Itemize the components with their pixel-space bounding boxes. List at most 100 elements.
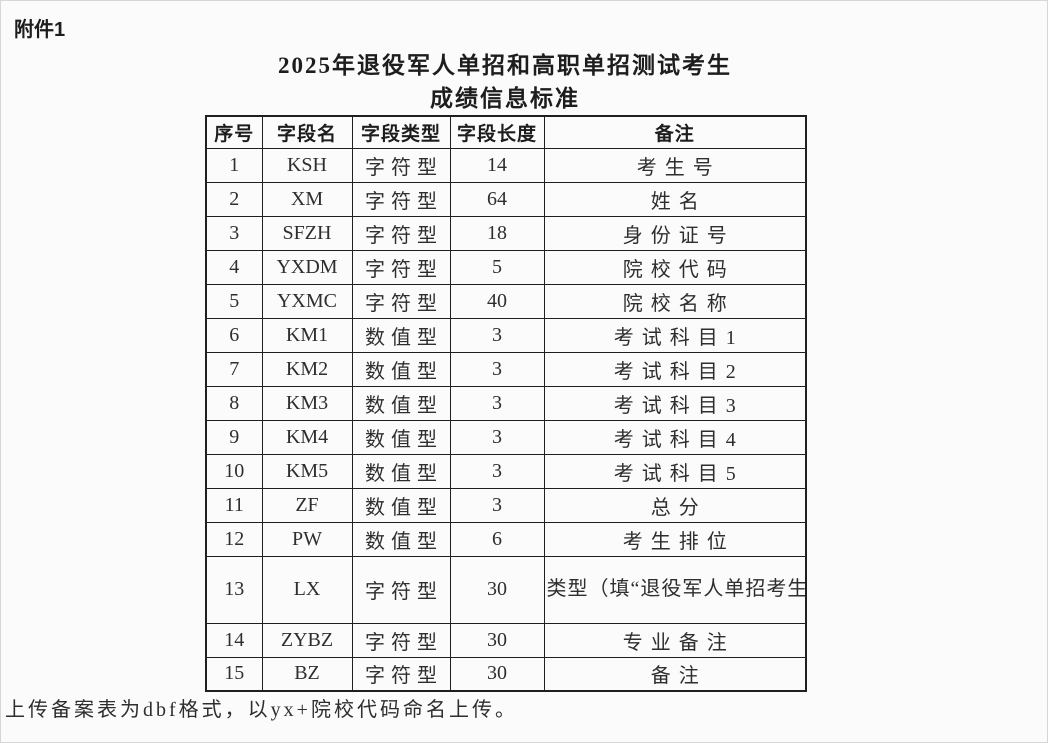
cell-field-length: 3	[449, 317, 545, 353]
cell-field-name: KM1	[261, 317, 353, 353]
cell-field-name: BZ	[261, 656, 353, 692]
cell-field-type: 字符型	[351, 622, 451, 658]
cell-remark: 专业备注	[543, 622, 807, 658]
cell-field-length: 3	[449, 487, 545, 523]
table-row: 11 ZF 数值型 3 总分	[205, 487, 807, 523]
table-row: 15 BZ 字符型 30 备注	[205, 656, 807, 692]
cell-remark: 考生排位	[543, 521, 807, 557]
cell-seq: 6	[205, 317, 263, 353]
cell-seq: 2	[205, 181, 263, 217]
cell-field-type: 字符型	[351, 181, 451, 217]
cell-field-type: 字符型	[351, 283, 451, 319]
cell-field-length: 3	[449, 385, 545, 421]
cell-field-type: 字符型	[351, 147, 451, 183]
cell-remark: 院校代码	[543, 249, 807, 285]
cell-seq: 4	[205, 249, 263, 285]
table-row: 2 XM 字符型 64 姓名	[205, 181, 807, 217]
cell-field-name: YXMC	[261, 283, 353, 319]
cell-field-name: KM2	[261, 351, 353, 387]
cell-remark: 考试科目1	[543, 317, 807, 353]
document-title: 2025年退役军人单招和高职单招测试考生 成绩信息标准	[205, 49, 805, 115]
table-row: 5 YXMC 字符型 40 院校名称	[205, 283, 807, 319]
cell-field-length: 3	[449, 453, 545, 489]
table-row: 7 KM2 数值型 3 考试科目2	[205, 351, 807, 387]
cell-field-name: KM3	[261, 385, 353, 421]
table-row: 14 ZYBZ 字符型 30 专业备注	[205, 622, 807, 658]
footer-note: 上传备案表为dbf格式，以yx+院校代码命名上传。	[5, 699, 518, 721]
cell-field-length: 40	[449, 283, 545, 319]
cell-remark: 类型（填“退役军人单招考生”/“普通考生”）	[543, 555, 807, 624]
cell-field-type: 数值型	[351, 385, 451, 421]
header-seq: 序号	[205, 115, 263, 149]
header-field-type: 字段类型	[351, 115, 451, 149]
cell-field-type: 数值型	[351, 487, 451, 523]
field-standard-table: 序号 字段名 字段类型 字段长度 备注 1 KSH 字符型 14 考生号 2 XM 字符型 64…	[205, 115, 807, 692]
cell-field-length: 3	[449, 419, 545, 455]
cell-remark: 考试科目4	[543, 419, 807, 455]
cell-remark: 姓名	[543, 181, 807, 217]
field-table-body: 1 KSH 字符型 14 考生号 2 XM 字符型 64 姓名 3 SFZH 字符型 18 身份证号 4 YXD…	[205, 147, 807, 692]
table-row: 12 PW 数值型 6 考生排位	[205, 521, 807, 557]
cell-remark: 总分	[543, 487, 807, 523]
cell-seq: 5	[205, 283, 263, 319]
cell-field-name: PW	[261, 521, 353, 557]
cell-field-length: 14	[449, 147, 545, 183]
cell-field-length: 18	[449, 215, 545, 251]
cell-seq: 14	[205, 622, 263, 658]
cell-field-name: KSH	[261, 147, 353, 183]
table-row: 3 SFZH 字符型 18 身份证号	[205, 215, 807, 251]
table-row: 1 KSH 字符型 14 考生号	[205, 147, 807, 183]
cell-field-name: XM	[261, 181, 353, 217]
cell-remark: 院校名称	[543, 283, 807, 319]
cell-field-length: 64	[449, 181, 545, 217]
cell-field-name: SFZH	[261, 215, 353, 251]
cell-field-length: 30	[449, 622, 545, 658]
cell-remark: 考生号	[543, 147, 807, 183]
cell-field-length: 6	[449, 521, 545, 557]
cell-seq: 11	[205, 487, 263, 523]
document-title-line1: 2025年退役军人单招和高职单招测试考生	[278, 53, 732, 78]
table-row: 6 KM1 数值型 3 考试科目1	[205, 317, 807, 353]
table-row: 9 KM4 数值型 3 考试科目4	[205, 419, 807, 455]
cell-seq: 13	[205, 555, 263, 624]
table-row: 8 KM3 数值型 3 考试科目3	[205, 385, 807, 421]
cell-field-length: 30	[449, 656, 545, 692]
cell-field-type: 字符型	[351, 215, 451, 251]
cell-seq: 10	[205, 453, 263, 489]
attachment-label: 附件1	[14, 19, 66, 41]
cell-seq: 3	[205, 215, 263, 251]
cell-field-type: 数值型	[351, 351, 451, 387]
cell-seq: 9	[205, 419, 263, 455]
cell-field-type: 数值型	[351, 419, 451, 455]
cell-remark: 考试科目2	[543, 351, 807, 387]
cell-remark: 考试科目5	[543, 453, 807, 489]
cell-field-type: 数值型	[351, 453, 451, 489]
document-title-line2: 成绩信息标准	[430, 86, 580, 111]
cell-remark: 身份证号	[543, 215, 807, 251]
cell-seq: 8	[205, 385, 263, 421]
header-field-length: 字段长度	[449, 115, 545, 149]
cell-field-type: 字符型	[351, 555, 451, 624]
header-field-name: 字段名	[261, 115, 353, 149]
header-remark: 备注	[543, 115, 807, 149]
cell-seq: 12	[205, 521, 263, 557]
cell-seq: 15	[205, 656, 263, 692]
cell-field-name: KM4	[261, 419, 353, 455]
cell-remark: 备注	[543, 656, 807, 692]
cell-field-type: 字符型	[351, 656, 451, 692]
cell-field-type: 字符型	[351, 249, 451, 285]
cell-field-name: ZF	[261, 487, 353, 523]
table-row: 4 YXDM 字符型 5 院校代码	[205, 249, 807, 285]
cell-seq: 1	[205, 147, 263, 183]
cell-field-name: LX	[261, 555, 353, 624]
cell-field-name: YXDM	[261, 249, 353, 285]
cell-field-type: 数值型	[351, 521, 451, 557]
table-header-row: 序号 字段名 字段类型 字段长度 备注	[205, 115, 807, 149]
cell-field-length: 3	[449, 351, 545, 387]
cell-field-length: 5	[449, 249, 545, 285]
table-row: 10 KM5 数值型 3 考试科目5	[205, 453, 807, 489]
cell-field-name: ZYBZ	[261, 622, 353, 658]
cell-remark: 考试科目3	[543, 385, 807, 421]
